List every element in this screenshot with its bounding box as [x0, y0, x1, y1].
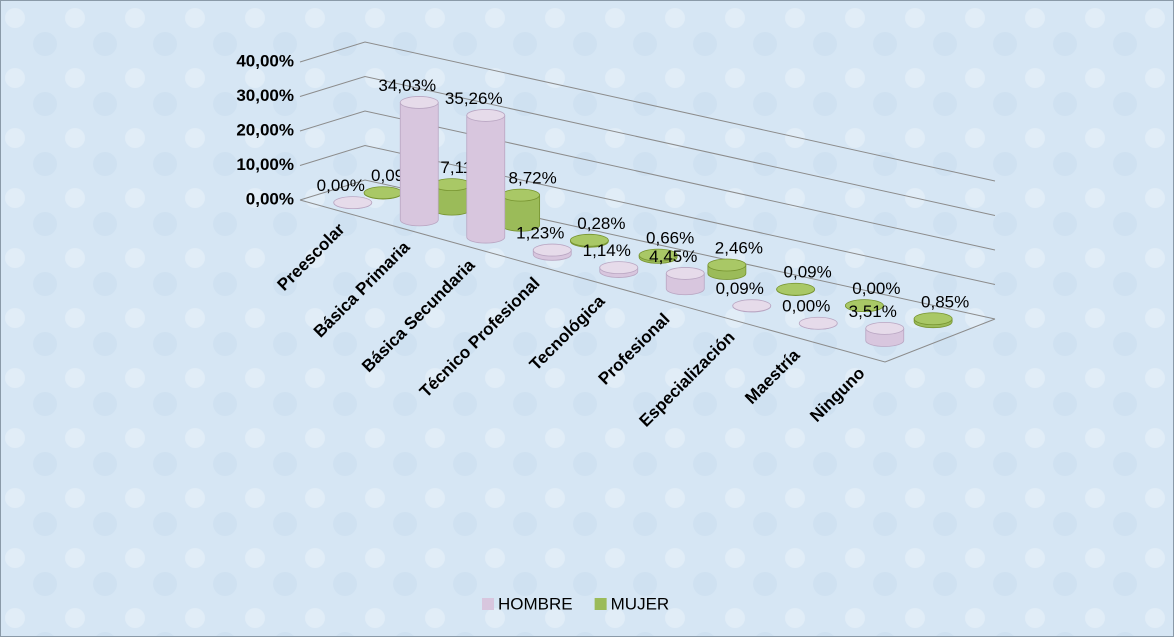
value-label: 8,72%	[509, 169, 557, 188]
y-tick-label: 40,00%	[236, 51, 294, 70]
cylinder-top	[501, 188, 541, 202]
cylinder	[732, 299, 772, 313]
cylinder	[798, 316, 838, 330]
value-label: 0,09%	[716, 279, 764, 298]
y-tick-label: 0,00%	[246, 189, 294, 208]
cylinder	[363, 186, 403, 200]
value-label: 0,66%	[646, 229, 694, 248]
cylinder-top	[665, 267, 705, 280]
cylinder-top	[798, 316, 838, 330]
legend-swatch	[482, 598, 494, 610]
cylinder-body	[466, 115, 506, 244]
value-label: 1,23%	[516, 224, 564, 243]
cylinder	[913, 312, 953, 329]
grid-line	[299, 179, 996, 320]
cylinder	[569, 233, 609, 248]
value-label: 4,45%	[649, 247, 697, 266]
value-label: 0,00%	[782, 297, 830, 316]
cylinder-top	[333, 196, 373, 210]
grid-line	[299, 75, 996, 216]
cylinder-top	[707, 258, 747, 272]
cylinder	[501, 188, 541, 232]
legend-label: HOMBRE	[498, 594, 573, 613]
cylinder	[532, 243, 572, 261]
value-label: 35,26%	[445, 89, 503, 108]
cylinder-top	[532, 243, 572, 257]
value-label: 0,00%	[852, 279, 900, 298]
cylinder-top	[599, 261, 639, 275]
value-label: 0,00%	[317, 176, 365, 195]
cylinder-top	[363, 186, 403, 200]
y-tick-label: 30,00%	[236, 86, 294, 105]
value-label: 2,46%	[715, 238, 763, 257]
value-label: 0,28%	[577, 214, 625, 233]
value-label: 34,03%	[378, 76, 436, 95]
cylinder-top	[466, 109, 506, 122]
grid-line	[299, 144, 996, 285]
grid-line	[299, 110, 996, 251]
cylinder-top	[638, 248, 678, 262]
cylinder-top	[569, 233, 609, 247]
cylinder-top	[776, 282, 816, 296]
cylinder-top	[844, 299, 884, 313]
value-label: 0,09%	[784, 263, 832, 282]
value-label: 1,14%	[583, 241, 631, 260]
cylinder	[865, 321, 905, 347]
cylinder-top	[865, 321, 905, 335]
cylinder	[599, 261, 639, 278]
legend-swatch	[594, 598, 607, 610]
cylinder-top	[399, 96, 439, 109]
cylinder	[466, 109, 506, 244]
legend-label: MUJER	[611, 594, 670, 613]
cylinder	[844, 299, 884, 313]
cylinder	[333, 196, 373, 210]
y-tick-label: 20,00%	[236, 120, 294, 139]
cylinder	[707, 258, 747, 280]
floor-edge	[299, 199, 996, 363]
y-tick-label: 10,00%	[236, 155, 294, 174]
cylinder	[399, 96, 439, 227]
cylinder-top	[732, 299, 772, 313]
cylinder	[638, 248, 678, 264]
cylinder	[432, 178, 472, 216]
grid-line	[299, 41, 996, 182]
value-label: 3,51%	[849, 302, 897, 321]
value-label: 0,85%	[921, 292, 969, 311]
cylinder-top	[913, 312, 953, 326]
cylinder	[665, 267, 705, 296]
cylinder	[776, 282, 816, 296]
cylinder-body	[399, 102, 439, 227]
